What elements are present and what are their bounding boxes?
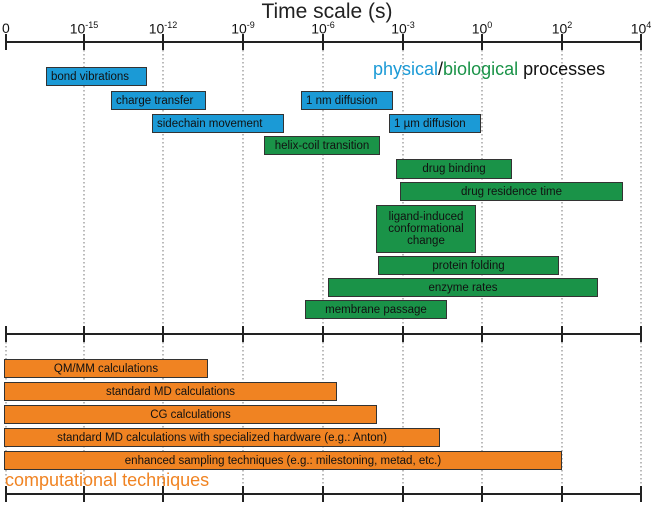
tick-label-exponent: -6 bbox=[326, 20, 335, 30]
tick-label-base: 0 bbox=[2, 20, 10, 36]
tick-label-base: 10 bbox=[69, 20, 86, 37]
process-label: sidechain movement bbox=[157, 117, 263, 130]
tick-label-exponent: -3 bbox=[406, 20, 415, 30]
process-bar: bond vibrations bbox=[46, 67, 147, 86]
tick-label: 0 bbox=[2, 20, 10, 36]
technique-bar: CG calculations bbox=[4, 405, 377, 424]
technique-label: CG calculations bbox=[150, 408, 231, 421]
legend-physical: physical bbox=[373, 59, 439, 79]
process-label: 1 µm diffusion bbox=[394, 117, 466, 130]
process-bar: enzyme rates bbox=[328, 278, 598, 297]
process-label: drug binding bbox=[422, 163, 486, 175]
process-bar: helix-coil transition bbox=[264, 136, 380, 155]
process-bar: drug binding bbox=[396, 159, 512, 179]
process-label: drug residence time bbox=[461, 185, 562, 198]
process-bar: membrane passage bbox=[305, 300, 447, 319]
legend-slash: / bbox=[438, 59, 444, 79]
legend-biological: biological bbox=[443, 59, 519, 79]
process-bar: protein folding bbox=[378, 256, 559, 275]
process-label: ligand-induced conformational change bbox=[388, 211, 464, 247]
tick-label: 10-9 bbox=[231, 20, 255, 37]
tick-label-base: 10 bbox=[148, 20, 165, 37]
tick-label-base: 10 bbox=[231, 20, 247, 37]
process-bar: 1 nm diffusion bbox=[301, 91, 393, 110]
process-bar: ligand-induced conformational change bbox=[376, 205, 476, 253]
tick-label-base: 10 bbox=[311, 20, 327, 37]
tick-label: 10-6 bbox=[311, 20, 335, 37]
legend-processes: processes bbox=[518, 59, 606, 79]
legend: physical/biological processes bbox=[373, 59, 605, 80]
technique-bar: standard MD calculations bbox=[4, 382, 337, 401]
process-label: 1 nm diffusion bbox=[306, 94, 378, 107]
tick-label: 10-3 bbox=[391, 20, 415, 37]
tick-label: 104 bbox=[631, 20, 652, 37]
tick-label: 102 bbox=[552, 20, 573, 37]
tick-label: 10-12 bbox=[149, 20, 178, 37]
tick-label-base: 10 bbox=[630, 20, 647, 37]
process-label: enzyme rates bbox=[428, 281, 498, 294]
tick-label-exponent: 0 bbox=[487, 20, 493, 30]
process-label: helix-coil transition bbox=[274, 139, 370, 152]
tick-label-exponent: 2 bbox=[567, 20, 573, 30]
process-label: bond vibrations bbox=[51, 70, 129, 83]
technique-label: QM/MM calculations bbox=[53, 362, 159, 375]
technique-bar: enhanced sampling techniques (e.g.: mile… bbox=[4, 451, 562, 470]
tick-label: 10-15 bbox=[70, 20, 99, 37]
tick-label-base: 10 bbox=[551, 20, 568, 37]
process-bar: 1 µm diffusion bbox=[389, 114, 481, 133]
tick-label-exponent: 4 bbox=[646, 20, 652, 30]
technique-label: standard MD calculations with specialize… bbox=[57, 431, 387, 444]
technique-bar: QM/MM calculations bbox=[4, 359, 208, 378]
process-bar: charge transfer bbox=[111, 91, 206, 110]
diagram-title: Time scale (s) bbox=[261, 0, 393, 23]
tick-label-exponent: -15 bbox=[85, 20, 99, 30]
process-label: membrane passage bbox=[325, 303, 427, 316]
process-bar: sidechain movement bbox=[152, 114, 284, 133]
technique-label: standard MD calculations bbox=[105, 385, 236, 398]
technique-bar: standard MD calculations with specialize… bbox=[4, 428, 440, 447]
computational-techniques-label: computational techniques bbox=[5, 470, 210, 490]
tick-label-exponent: -12 bbox=[164, 20, 178, 30]
tick-label-base: 10 bbox=[391, 20, 407, 37]
tick-label-exponent: -9 bbox=[246, 20, 255, 30]
tick-label-base: 10 bbox=[471, 20, 488, 37]
process-label: protein folding bbox=[432, 259, 505, 272]
tick-label: 100 bbox=[472, 20, 493, 37]
process-bar: drug residence time bbox=[400, 182, 623, 201]
process-label: charge transfer bbox=[116, 94, 194, 107]
technique-label: enhanced sampling techniques (e.g.: mile… bbox=[124, 454, 442, 467]
